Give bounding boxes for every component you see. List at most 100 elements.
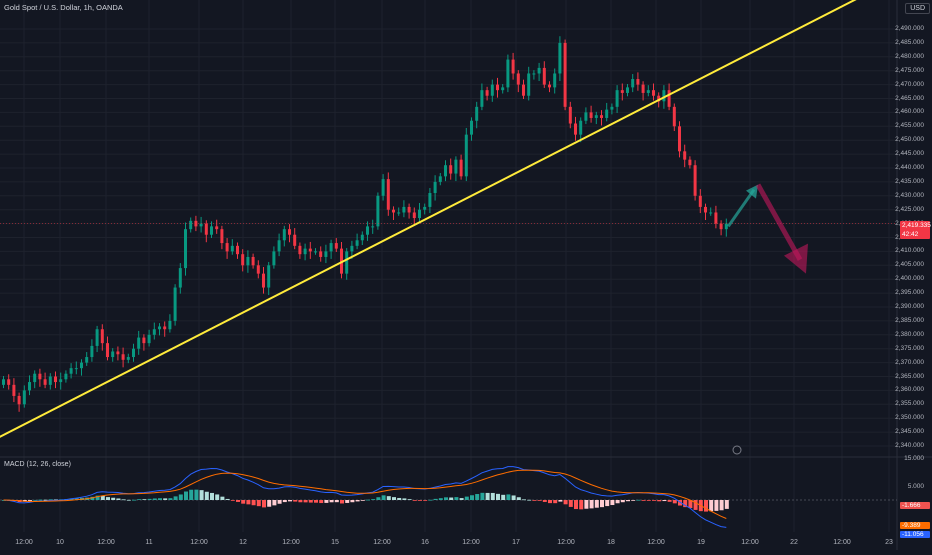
macd-histogram-bar <box>272 500 277 506</box>
projection-down-arrow <box>755 183 803 261</box>
candle-body <box>558 42 562 74</box>
candle-body <box>506 59 510 88</box>
candle-body <box>667 90 671 107</box>
macd-histogram-bar <box>236 500 240 502</box>
macd-histogram-bar <box>48 499 53 501</box>
macd-histogram-bar <box>178 494 183 500</box>
macd-histogram-bar <box>106 497 110 500</box>
macd-histogram-bar <box>163 498 168 500</box>
macd-histogram-bar <box>340 500 344 504</box>
symbol-title[interactable]: Gold Spot / U.S. Dollar, 1h, OANDA <box>4 3 123 12</box>
candle-body <box>433 181 437 194</box>
macd-histogram-bar <box>74 498 79 500</box>
candle-body <box>272 251 276 266</box>
macd-histogram-bar <box>38 499 43 501</box>
candle-body <box>683 151 687 160</box>
macd-histogram-bar <box>43 499 48 501</box>
macd-histogram-bar <box>152 498 157 500</box>
candle-body <box>90 345 94 358</box>
candle-body <box>381 179 385 196</box>
macd-axis-mid: 5.000 <box>907 483 924 490</box>
macd-histogram-bar <box>605 500 610 507</box>
price-tick-label: 2,445.000 <box>895 150 924 158</box>
macd-histogram-bar <box>454 497 459 500</box>
candle-body <box>168 320 172 330</box>
candle-body <box>132 348 135 358</box>
price-tick-label: 2,370.000 <box>895 358 924 366</box>
candle-body <box>610 106 614 110</box>
candle-body <box>184 229 187 269</box>
time-tick-label: 12:00 <box>15 539 33 546</box>
macd-histogram-bar <box>693 500 698 510</box>
macd-histogram-bar <box>282 500 287 503</box>
macd-histogram-bar <box>314 500 318 503</box>
candle-body <box>314 251 317 253</box>
macd-histogram-bar <box>470 495 474 500</box>
candle-body <box>7 379 11 385</box>
currency-badge[interactable]: USD <box>905 3 930 14</box>
candle-body <box>704 206 707 213</box>
macd-histogram-bar <box>298 500 303 503</box>
macd-histogram-bar <box>168 498 173 500</box>
price-tick-label: 2,365.000 <box>895 372 924 380</box>
macd-histogram-bar <box>511 495 516 500</box>
macd-histogram-bar <box>501 494 506 500</box>
candle-body <box>230 245 234 252</box>
macd-histogram-bar <box>683 500 688 508</box>
macd-histogram-bar <box>688 500 693 509</box>
candle-body <box>470 120 473 135</box>
macd-histogram-bar <box>548 500 552 504</box>
price-tick-label: 2,475.000 <box>895 66 924 74</box>
macd-histogram-bar <box>709 500 714 512</box>
macd-histogram-bar <box>334 500 339 503</box>
candle-body <box>189 220 193 230</box>
candle-body <box>282 229 286 241</box>
price-tick-label: 2,380.000 <box>895 330 924 338</box>
macd-histogram-bar <box>522 499 526 501</box>
candle-body <box>308 248 312 252</box>
macd-histogram-bar <box>506 494 511 500</box>
macd-histogram-bar <box>527 499 532 501</box>
macd-histogram-bar <box>360 500 365 501</box>
candle-body <box>657 95 661 102</box>
candle-body <box>568 106 572 124</box>
price-tick-label: 2,440.000 <box>895 164 924 171</box>
candle-body <box>251 256 255 266</box>
macd-histogram-bar <box>496 493 500 500</box>
candle-body <box>204 223 208 235</box>
price-tick-label: 2,430.000 <box>895 191 924 199</box>
candle-body <box>360 234 364 241</box>
macd-histogram-bar <box>626 500 630 502</box>
macd-histogram-bar <box>28 500 32 501</box>
last-price-tag: 2,419.335 42:42 <box>900 221 931 239</box>
macd-histogram-bar <box>246 500 251 505</box>
macd-histogram-bar <box>111 497 116 500</box>
candle-body <box>22 390 26 405</box>
time-tick-label: 19 <box>697 539 705 546</box>
macd-histogram-bar <box>308 500 313 503</box>
price-tick-label: 2,490.000 <box>895 25 924 32</box>
macd-histogram-bar <box>641 500 646 501</box>
macd-histogram-bar <box>657 500 662 502</box>
candle-body <box>636 79 640 85</box>
candle-body <box>641 84 645 93</box>
candle-body <box>719 223 723 230</box>
candle-body <box>163 326 167 330</box>
macd-histogram-bar <box>724 500 729 509</box>
time-tick-label: 18 <box>607 539 615 546</box>
macd-histogram-bar <box>558 500 563 502</box>
candle-body <box>589 112 593 118</box>
macd-title[interactable]: MACD (12, 26, close) <box>4 461 71 468</box>
candle-body <box>553 73 557 88</box>
candle-body <box>59 379 63 383</box>
candle-body <box>672 106 676 127</box>
macd-histogram-bar <box>251 500 256 506</box>
macd-histogram-bar <box>241 500 246 504</box>
macd-histogram-bar <box>256 500 261 507</box>
price-tick-label: 2,340.000 <box>895 442 924 449</box>
candle-body <box>501 87 505 91</box>
candle-body <box>600 115 603 118</box>
time-tick-label: 12:00 <box>282 539 300 546</box>
